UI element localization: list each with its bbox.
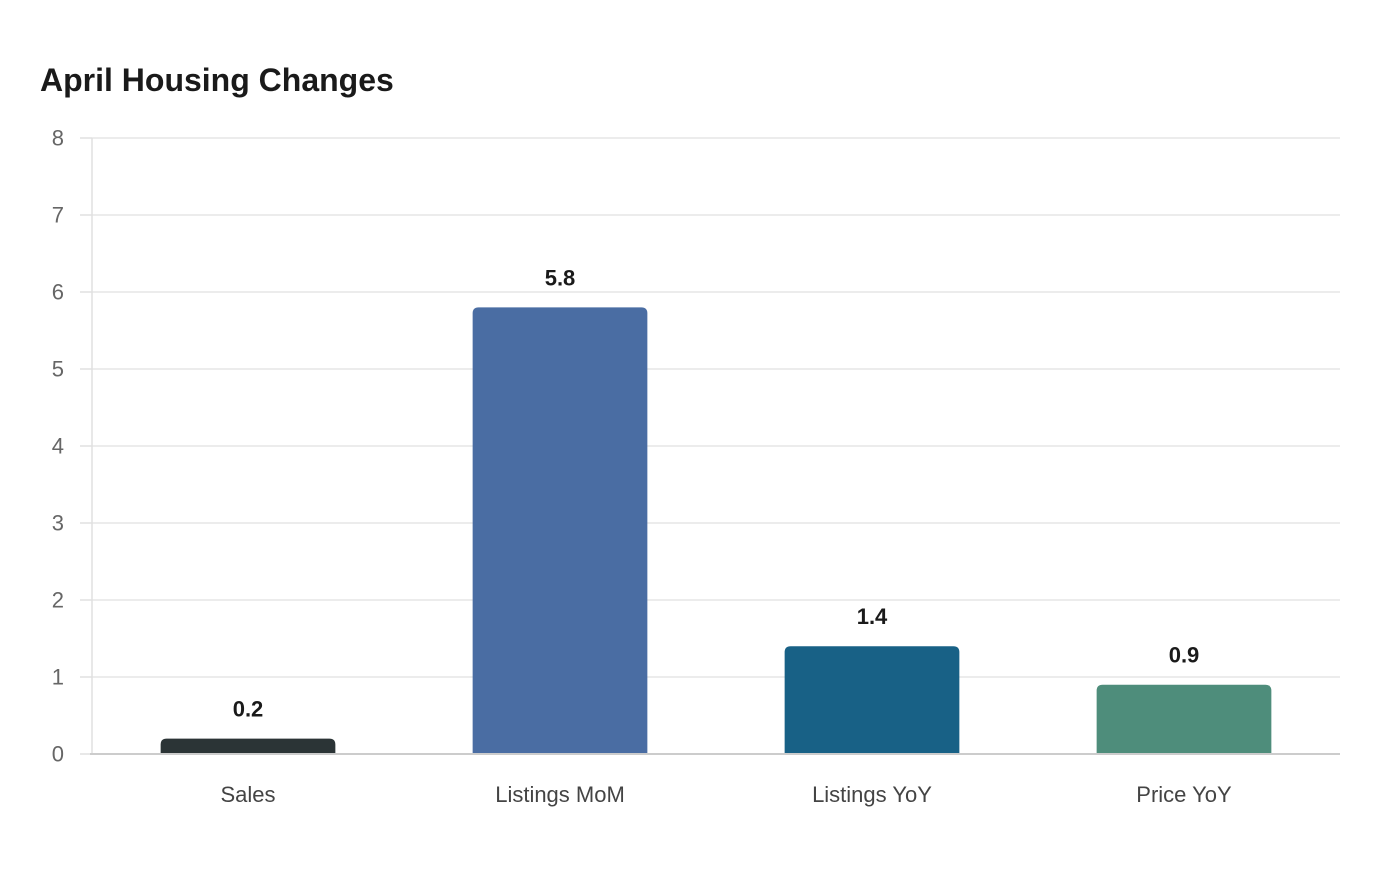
data-labels: 0.2 5.8 1.4 0.9	[233, 265, 1200, 721]
y-tick-label: 4	[52, 434, 64, 459]
x-tick-label: Sales	[220, 782, 275, 807]
y-tick-label: 7	[52, 203, 64, 228]
bar	[472, 307, 648, 754]
bar	[1096, 684, 1272, 754]
gridlines	[92, 137, 1340, 678]
bar	[784, 646, 960, 754]
bars	[160, 307, 1272, 754]
x-tick-label: Listings YoY	[812, 782, 932, 807]
y-axis: 0 1 2 3 4 5 6 7 8	[52, 126, 93, 767]
bar	[160, 738, 336, 754]
x-tick-label: Price YoY	[1136, 782, 1232, 807]
x-tick-label: Listings MoM	[495, 782, 625, 807]
data-label: 0.9	[1169, 643, 1200, 668]
y-tick-label: 0	[52, 742, 64, 767]
chart-title: April Housing Changes	[40, 62, 394, 98]
y-tick-label: 8	[52, 126, 64, 151]
y-tick-label: 5	[52, 357, 64, 382]
y-tick-label: 2	[52, 588, 64, 613]
data-label: 5.8	[545, 265, 576, 290]
y-tick-label: 3	[52, 511, 64, 536]
y-tick-label: 6	[52, 280, 64, 305]
data-label: 1.4	[857, 604, 888, 629]
y-tick-label: 1	[52, 665, 64, 690]
data-label: 0.2	[233, 697, 264, 722]
x-axis: Sales Listings MoM Listings YoY Price YoY	[90, 753, 1340, 807]
